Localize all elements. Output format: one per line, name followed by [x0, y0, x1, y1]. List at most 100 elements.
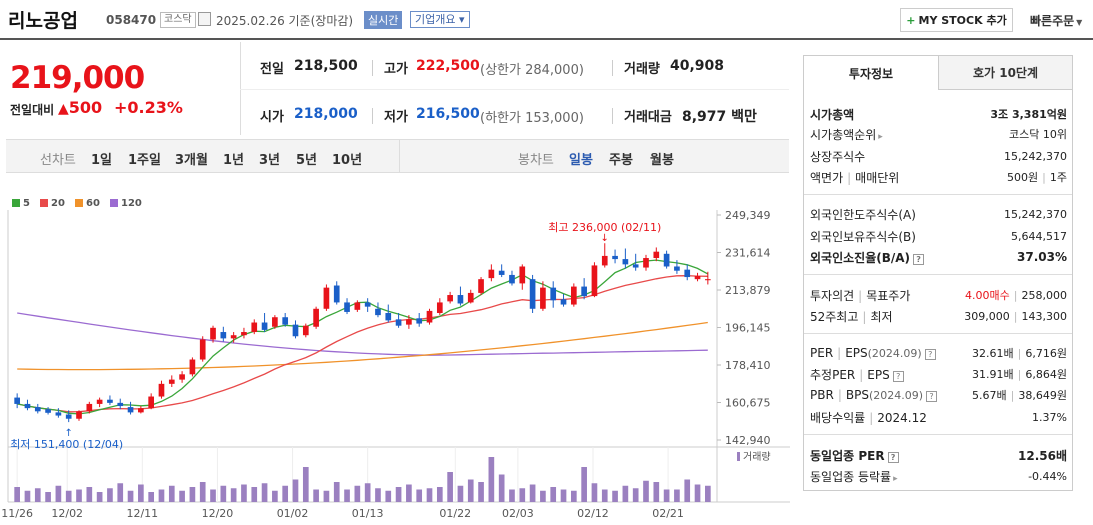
cell-divider [612, 60, 613, 76]
help-icon[interactable]: ? [887, 451, 899, 463]
tab-monthly[interactable]: 월봉 [650, 153, 674, 168]
candle-body [509, 274, 515, 284]
volume-bar [622, 485, 629, 502]
add-mystock-label: MY STOCK 추가 [918, 14, 1007, 27]
ma60-label: 60 [86, 198, 100, 209]
tab-investment-info[interactable]: 투자정보 [804, 56, 938, 90]
tab-10year[interactable]: 10년 [332, 153, 363, 168]
candle-body [158, 383, 165, 397]
tab-orderbook[interactable]: 호가 10단계 [938, 56, 1072, 90]
volume-bar [158, 489, 165, 502]
volume-bar [251, 487, 258, 502]
tab-orderbook-label: 호가 10단계 [972, 66, 1039, 80]
candle-body [375, 308, 381, 316]
tab-1day[interactable]: 1일 [91, 153, 113, 168]
tab-1year[interactable]: 1년 [223, 153, 245, 168]
chevron-right-icon: ▸ [878, 131, 883, 142]
trade-unit-value: 1주 [1049, 171, 1067, 184]
per-label: PER [810, 346, 834, 360]
volume-bar [570, 490, 577, 502]
volume-bar [14, 487, 20, 502]
volume-bar [313, 489, 319, 502]
candle-body [560, 299, 567, 305]
help-icon[interactable]: ? [924, 349, 936, 360]
volume-bar [529, 484, 536, 502]
cell-divider [372, 108, 373, 124]
opinion-value: 4.00매수 [965, 289, 1010, 302]
company-overview-button[interactable]: 기업개요 ▾ [410, 11, 470, 28]
x-tick-label: 01/22 [439, 507, 471, 520]
market-rank-value: 코스닥 10위 [1009, 128, 1067, 141]
volume-bar [498, 474, 505, 502]
tab-weekly[interactable]: 주봉 [609, 153, 633, 168]
candle-body [694, 276, 701, 280]
volume-bar [168, 485, 175, 502]
volume-bar [86, 487, 93, 502]
realtime-button[interactable]: 실시간 [364, 11, 403, 29]
candle-body [426, 310, 433, 323]
quick-order-button[interactable]: 빠른주문 ▼ [1030, 12, 1082, 29]
row-market-rank: 시가총액순위 ▸ 코스닥 10위 [810, 124, 1067, 144]
x-tick-label: 02/12 [577, 507, 609, 520]
candle-body [96, 399, 103, 404]
volume-bar [354, 485, 361, 502]
eps-value: 6,716원 [1025, 347, 1067, 360]
row-sector-per: 동일업종 PER? 12.56배 [810, 445, 1067, 465]
volume-bar [323, 490, 330, 502]
volume-bar [34, 488, 41, 502]
change-percent: +0.23% [114, 98, 183, 117]
tab-3year[interactable]: 3년 [259, 153, 281, 168]
volume-bar [107, 488, 113, 502]
dividend-value: 1.37% [1032, 410, 1067, 424]
help-icon[interactable]: ? [913, 253, 925, 265]
legend-ma60: 60 [75, 198, 100, 209]
market-rank-link[interactable]: 시가총액순위 ▸ [810, 126, 883, 143]
stock-name: 리노공업 [8, 10, 78, 32]
ma120-label: 120 [121, 198, 142, 209]
tab-5year[interactable]: 5년 [296, 153, 318, 168]
volume-bar [478, 482, 484, 502]
ma5-label: 5 [23, 198, 30, 209]
candle-body [282, 317, 289, 325]
volume-bar [179, 490, 185, 502]
high-value: 222,500 [416, 58, 480, 74]
sector-change-value: -0.44% [1028, 469, 1067, 483]
candle-body [478, 279, 484, 293]
row-shares: 상장주식수 15,242,370 [810, 146, 1067, 166]
volume-bar [127, 490, 134, 502]
w52-low-label: 최저 [870, 309, 893, 324]
row-pbr: PBR | BPS(2024.09)? 5.67배 | 38,649원 [810, 388, 1067, 402]
candle-body [436, 302, 443, 314]
dividend-period: 2024.12 [877, 410, 927, 425]
row-opinion: 투자의견 | 목표주가 4.00매수 | 258,000 [810, 288, 1067, 303]
candle-body [261, 322, 268, 330]
y-tick-label: 249,349 [725, 209, 771, 222]
row-est-per: 추정PER | EPS? 31.91배 | 6,864원 [810, 367, 1067, 382]
volume-bar [282, 485, 289, 502]
price-chart[interactable]: 249,349 231,614 213,879 196,145 178,410 160,6… [0, 205, 790, 525]
candle-body [385, 313, 392, 321]
add-mystock-button[interactable]: + MY STOCK 추가 [900, 8, 1013, 32]
tab-3month[interactable]: 3개월 [175, 153, 208, 168]
volume-bar [674, 489, 680, 502]
sector-per-label: 동일업종 PER [810, 448, 885, 463]
foreign-limit-value: 15,242,370 [1004, 207, 1067, 221]
up-triangle-icon: ▲ [58, 101, 69, 117]
section-divider [804, 274, 1072, 275]
tab-1week[interactable]: 1주일 [128, 153, 161, 168]
quick-order-label: 빠른주문 [1030, 14, 1075, 28]
volume-bar [509, 489, 515, 502]
help-icon[interactable]: ? [926, 391, 938, 402]
x-tick-label: 01/13 [352, 507, 384, 520]
candle-body [45, 409, 51, 413]
candle-body [612, 255, 618, 260]
sector-change-link[interactable]: 동일업종 등락률 ▸ [810, 468, 898, 485]
candle-body [199, 339, 206, 360]
tab-daily[interactable]: 일봉 [569, 153, 593, 168]
help-icon[interactable]: ? [892, 370, 904, 382]
info-panel [803, 55, 1073, 491]
volume-bar [632, 488, 639, 502]
dividend-label: 배당수익률 [810, 410, 866, 425]
candle-body [674, 266, 680, 271]
row-foreign-ratio: 외국인소진율(B/A)? 37.03% [810, 247, 1067, 267]
